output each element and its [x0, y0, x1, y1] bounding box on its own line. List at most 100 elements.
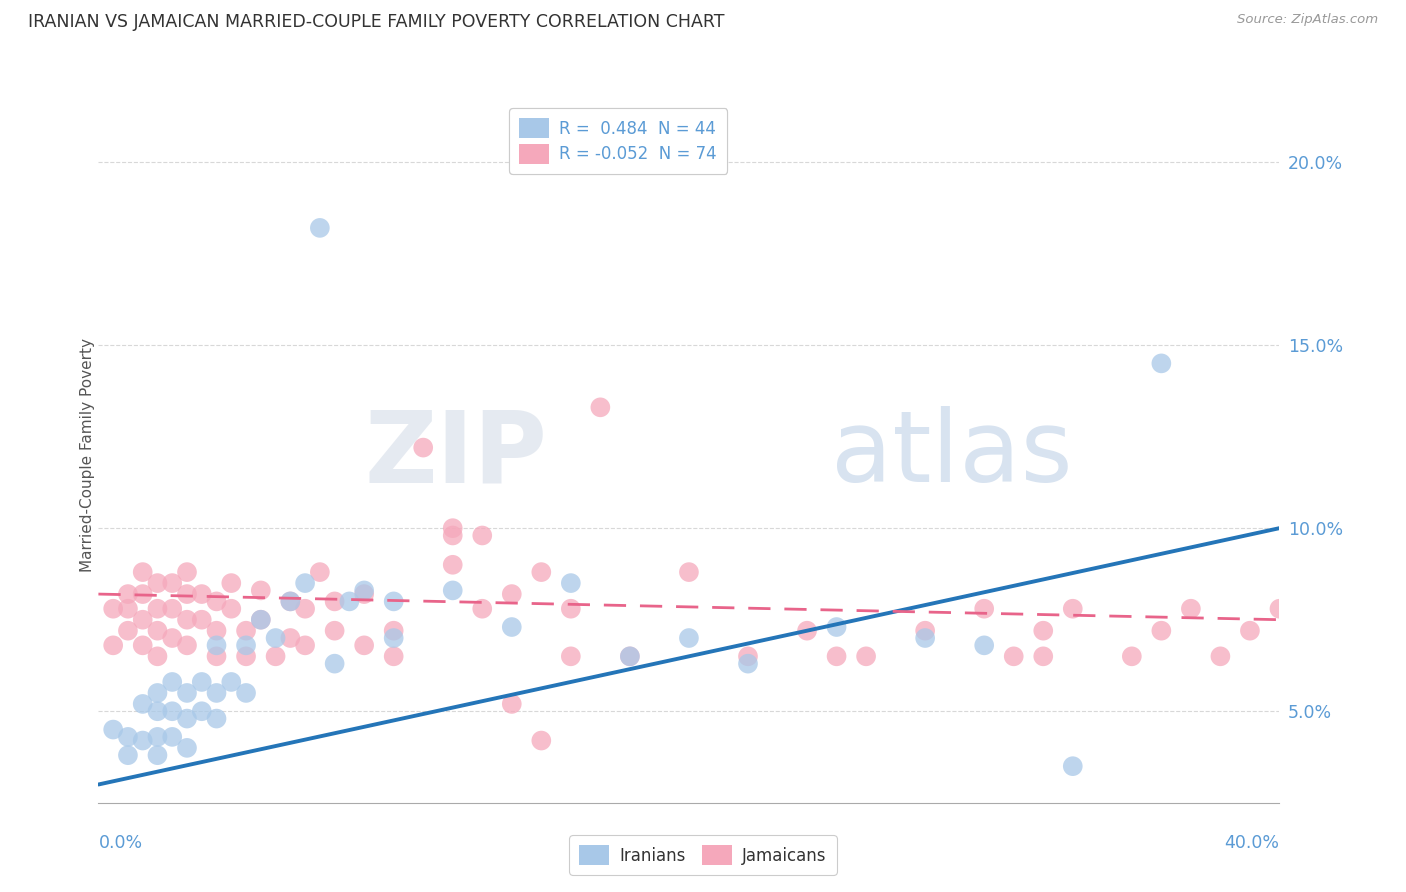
Point — [176, 712, 198, 726]
Point — [146, 601, 169, 615]
Point — [278, 594, 302, 608]
Point — [235, 638, 257, 652]
Point — [309, 220, 332, 235]
Point — [103, 723, 125, 737]
Point — [323, 624, 346, 638]
Point — [103, 601, 125, 615]
Text: Source: ZipAtlas.com: Source: ZipAtlas.com — [1237, 13, 1378, 27]
Point — [619, 649, 641, 664]
Text: 0.0%: 0.0% — [98, 834, 142, 852]
Point — [205, 594, 228, 608]
Point — [501, 587, 523, 601]
Point — [219, 675, 242, 690]
Point — [796, 624, 818, 638]
Point — [176, 613, 198, 627]
Point — [205, 649, 228, 664]
Point — [1121, 649, 1143, 664]
Point — [235, 624, 257, 638]
Point — [309, 565, 332, 579]
Point — [678, 631, 700, 645]
Point — [250, 583, 273, 598]
Point — [501, 697, 523, 711]
Point — [162, 704, 183, 718]
Point — [323, 594, 346, 608]
Point — [162, 601, 183, 615]
Text: IRANIAN VS JAMAICAN MARRIED-COUPLE FAMILY POVERTY CORRELATION CHART: IRANIAN VS JAMAICAN MARRIED-COUPLE FAMIL… — [28, 13, 724, 31]
Point — [530, 565, 553, 579]
Point — [205, 686, 228, 700]
Point — [132, 565, 155, 579]
Point — [132, 613, 155, 627]
Point — [619, 649, 641, 664]
Point — [737, 649, 759, 664]
Point — [162, 675, 183, 690]
Point — [1209, 649, 1232, 664]
Point — [132, 638, 155, 652]
Point — [1268, 601, 1291, 615]
Point — [382, 631, 405, 645]
Point — [914, 624, 936, 638]
Text: 40.0%: 40.0% — [1225, 834, 1279, 852]
Point — [278, 594, 302, 608]
Point — [146, 624, 169, 638]
Point — [146, 730, 169, 744]
Point — [117, 624, 139, 638]
Point — [205, 712, 228, 726]
Point — [914, 631, 936, 645]
Point — [855, 649, 877, 664]
Point — [560, 601, 582, 615]
Point — [323, 657, 346, 671]
Text: ZIP: ZIP — [364, 407, 547, 503]
Point — [353, 638, 375, 652]
Point — [176, 587, 198, 601]
Text: atlas: atlas — [831, 407, 1073, 503]
Point — [530, 733, 553, 747]
Point — [191, 704, 214, 718]
Point — [501, 620, 523, 634]
Point — [235, 686, 257, 700]
Point — [294, 576, 316, 591]
Point — [382, 649, 405, 664]
Point — [441, 528, 464, 542]
Point — [146, 704, 169, 718]
Point — [1032, 649, 1054, 664]
Point — [678, 565, 700, 579]
Point — [191, 613, 214, 627]
Point — [412, 441, 434, 455]
Point — [441, 558, 464, 572]
Point — [205, 624, 228, 638]
Point — [146, 748, 169, 763]
Point — [973, 638, 995, 652]
Point — [441, 583, 464, 598]
Point — [191, 675, 214, 690]
Point — [117, 601, 139, 615]
Point — [471, 528, 494, 542]
Point — [560, 576, 582, 591]
Point — [353, 583, 375, 598]
Point — [235, 649, 257, 664]
Point — [162, 730, 183, 744]
Point — [294, 638, 316, 652]
Point — [162, 576, 183, 591]
Point — [146, 686, 169, 700]
Point — [176, 565, 198, 579]
Point — [589, 401, 612, 415]
Point — [146, 576, 169, 591]
Point — [132, 733, 155, 747]
Point — [219, 601, 242, 615]
Point — [176, 740, 198, 755]
Point — [146, 649, 169, 664]
Point — [1062, 759, 1084, 773]
Point — [250, 613, 273, 627]
Point — [176, 638, 198, 652]
Point — [219, 576, 242, 591]
Point — [117, 587, 139, 601]
Point — [1180, 601, 1202, 615]
Point — [471, 601, 494, 615]
Point — [205, 638, 228, 652]
Point — [191, 587, 214, 601]
Point — [339, 594, 360, 608]
Point — [117, 730, 139, 744]
Point — [1150, 624, 1173, 638]
Point — [103, 638, 125, 652]
